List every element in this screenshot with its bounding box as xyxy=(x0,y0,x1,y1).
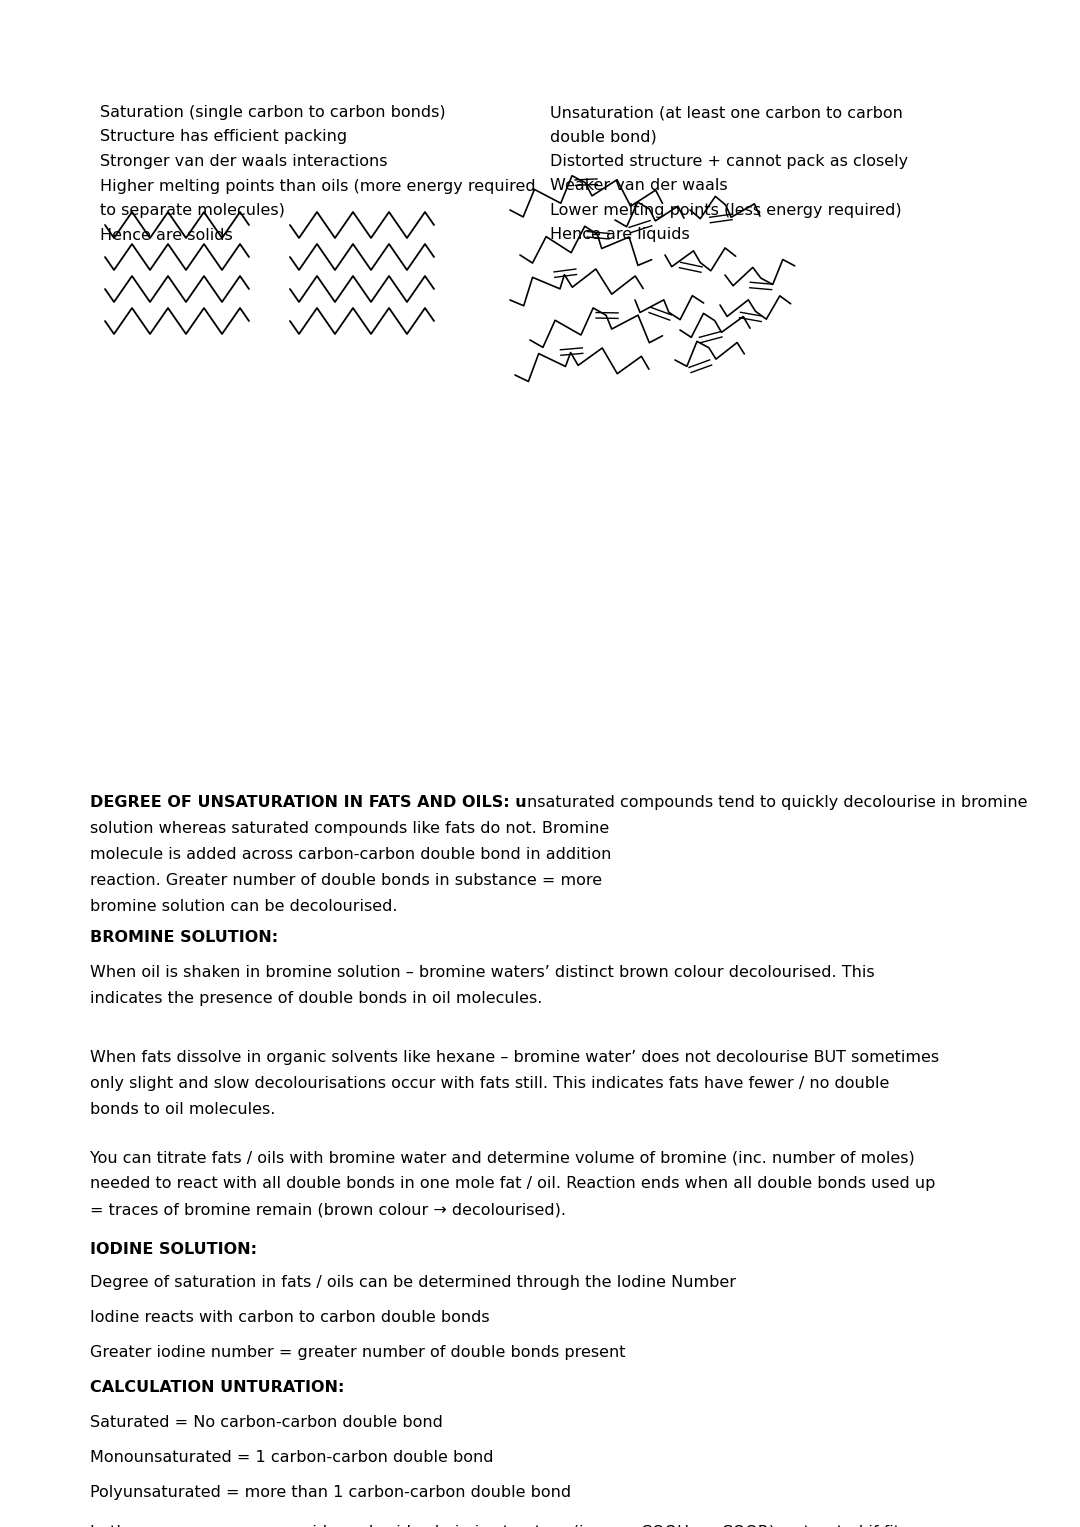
Text: double bond): double bond) xyxy=(550,130,657,145)
Text: You can titrate fats / oils with bromine water and determine volume of bromine (: You can titrate fats / oils with bromine… xyxy=(90,1150,915,1165)
Text: Iodine reacts with carbon to carbon double bonds: Iodine reacts with carbon to carbon doub… xyxy=(90,1310,489,1325)
Text: nsaturated compounds tend to quickly decolourise in bromine: nsaturated compounds tend to quickly dec… xyxy=(527,796,1027,809)
Text: When oil is shaken in bromine solution – bromine waters’ distinct brown colour d: When oil is shaken in bromine solution –… xyxy=(90,965,875,980)
Text: Saturated = No carbon-carbon double bond: Saturated = No carbon-carbon double bond xyxy=(90,1416,443,1429)
Text: molecule is added across carbon-carbon double bond in addition: molecule is added across carbon-carbon d… xyxy=(90,847,611,863)
Text: reaction. Greater number of double bonds in substance = more: reaction. Greater number of double bonds… xyxy=(90,873,603,889)
Text: Structure has efficient packing: Structure has efficient packing xyxy=(100,130,347,145)
Text: only slight and slow decolourisations occur with fats still. This indicates fats: only slight and slow decolourisations oc… xyxy=(90,1077,889,1090)
Text: Polyunsaturated = more than 1 carbon-carbon double bond: Polyunsaturated = more than 1 carbon-car… xyxy=(90,1484,571,1500)
Text: Weaker van der waals: Weaker van der waals xyxy=(550,179,728,194)
Text: Higher melting points than oils (more energy required: Higher melting points than oils (more en… xyxy=(100,179,536,194)
Text: Hence are liquids: Hence are liquids xyxy=(550,228,690,243)
Text: Greater iodine number = greater number of double bonds present: Greater iodine number = greater number o… xyxy=(90,1345,625,1361)
Text: Saturation (single carbon to carbon bonds): Saturation (single carbon to carbon bond… xyxy=(100,105,446,121)
Text: Distorted structure + cannot pack as closely: Distorted structure + cannot pack as clo… xyxy=(550,154,908,169)
Text: to separate molecules): to separate molecules) xyxy=(100,203,285,218)
Text: indicates the presence of double bonds in oil molecules.: indicates the presence of double bonds i… xyxy=(90,991,542,1006)
Text: When fats dissolve in organic solvents like hexane – bromine water’ does not dec: When fats dissolve in organic solvents l… xyxy=(90,1051,940,1064)
Text: Monounsaturated = 1 carbon-carbon double bond: Monounsaturated = 1 carbon-carbon double… xyxy=(90,1451,494,1464)
Text: needed to react with all double bonds in one mole fat / oil. Reaction ends when : needed to react with all double bonds in… xyxy=(90,1176,935,1191)
Text: In these occurrences – consider only side chain in structure (ignore -COOH or -C: In these occurrences – consider only sid… xyxy=(90,1525,908,1527)
Text: Lower melting points (less energy required): Lower melting points (less energy requir… xyxy=(550,203,902,218)
Text: solution whereas saturated compounds like fats do not. Bromine: solution whereas saturated compounds lik… xyxy=(90,822,609,835)
Text: CALCULATION UNTURATION:: CALCULATION UNTURATION: xyxy=(90,1380,345,1396)
Text: = traces of bromine remain (brown colour → decolourised).: = traces of bromine remain (brown colour… xyxy=(90,1202,566,1217)
Text: IODINE SOLUTION:: IODINE SOLUTION: xyxy=(90,1241,257,1257)
Text: bromine solution can be decolourised.: bromine solution can be decolourised. xyxy=(90,899,397,915)
Text: bonds to oil molecules.: bonds to oil molecules. xyxy=(90,1102,275,1116)
Text: Degree of saturation in fats / oils can be determined through the Iodine Number: Degree of saturation in fats / oils can … xyxy=(90,1275,735,1290)
Text: BROMINE SOLUTION:: BROMINE SOLUTION: xyxy=(90,930,279,945)
Text: DEGREE OF UNSATURATION IN FATS AND OILS: u: DEGREE OF UNSATURATION IN FATS AND OILS:… xyxy=(90,796,527,809)
Text: Hence are solids: Hence are solids xyxy=(100,228,233,243)
Text: Stronger van der waals interactions: Stronger van der waals interactions xyxy=(100,154,388,169)
Text: Unsaturation (at least one carbon to carbon: Unsaturation (at least one carbon to car… xyxy=(550,105,903,121)
